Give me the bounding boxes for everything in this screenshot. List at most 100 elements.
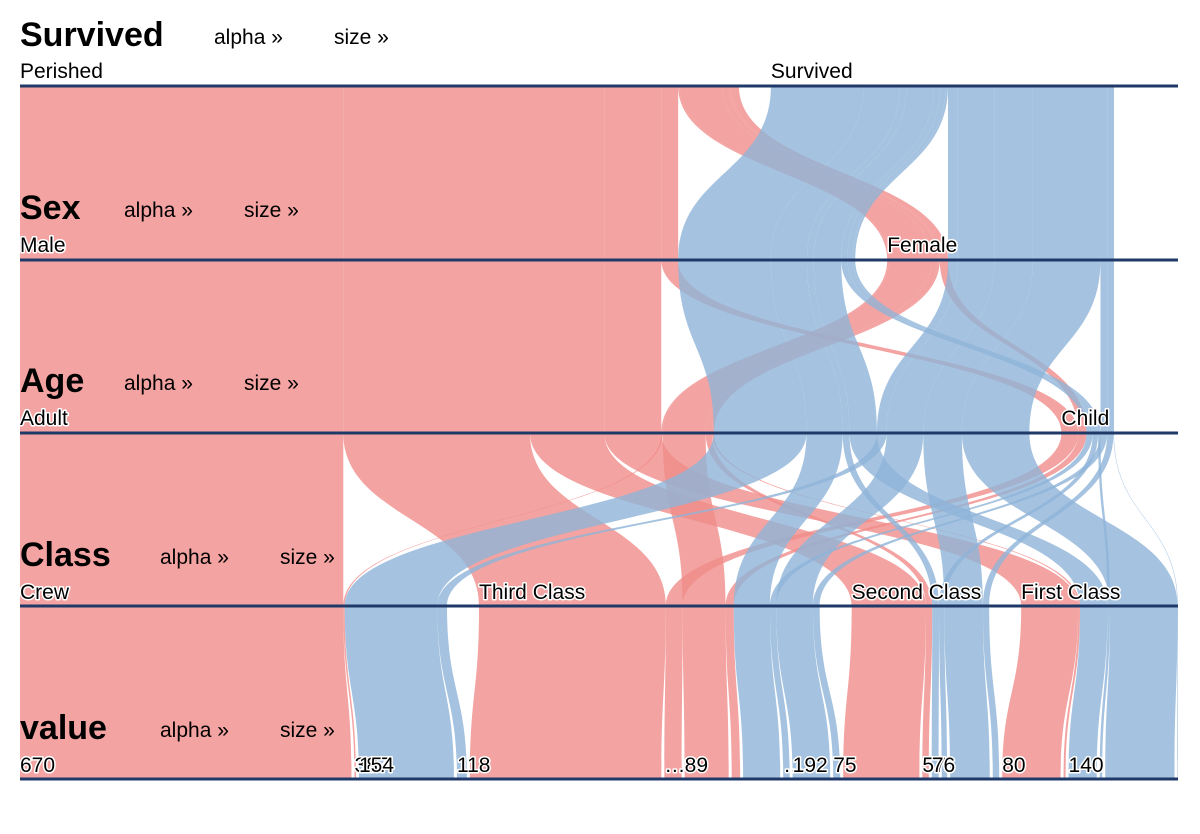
ribbon-survived-female-child-third-class-seg-2[interactable] [812, 433, 1108, 606]
ribbon-survived-male-adult-third-class-seg-2[interactable] [733, 433, 843, 606]
ribbon-perished-female-adult-second-class-seg-2[interactable] [705, 433, 933, 606]
category-label-survived-1[interactable]: Survived [769, 59, 854, 85]
ribbon-perished-female-child-third-class-seg-3[interactable] [725, 606, 741, 779]
ribbon-perished-male-child-third-class-seg-3[interactable] [664, 606, 683, 779]
category-label-value-12[interactable]: 140 [1067, 753, 1105, 779]
category-label-value-6[interactable]: … [782, 753, 806, 779]
category-label-class-0[interactable]: Crew [19, 580, 72, 606]
ribbon-perished-female-adult-third-class-seg-3[interactable] [682, 606, 729, 779]
ribbon-survived-female-adult-crew-seg-1[interactable] [876, 260, 958, 433]
sort-alpha-link-survived[interactable]: alpha » [214, 26, 283, 49]
category-label-value-5[interactable]: 89 [683, 753, 709, 779]
category-label-sex-0[interactable]: Male [19, 233, 68, 259]
dimension-title-survived[interactable]: Survived [20, 16, 164, 54]
ribbon-perished-male-adult-crew-seg-2[interactable] [20, 433, 344, 606]
ribbon-survived-male-child-first-class-seg-0[interactable] [852, 86, 949, 260]
ribbon-survived-male-child-third-class-seg-0[interactable] [841, 86, 941, 260]
ribbon-perished-female-adult-first-class-seg-2[interactable] [711, 433, 1081, 606]
sort-size-link-value[interactable]: size » [280, 719, 335, 742]
ribbon-survived-female-adult-third-class-seg-2[interactable] [776, 433, 924, 606]
sort-alpha-link-age[interactable]: alpha » [124, 372, 193, 395]
ribbon-perished-male-adult-first-class-seg-0[interactable] [604, 86, 662, 260]
ribbon-survived-female-adult-second-class-seg-0[interactable] [994, 86, 1033, 260]
ribbon-survived-male-adult-first-class-seg-1[interactable] [813, 260, 877, 433]
category-label-survived-0[interactable]: Perished [19, 59, 105, 85]
ribbon-survived-male-child-second-class-seg-0[interactable] [847, 86, 946, 260]
category-label-value-11[interactable]: 80 [1001, 753, 1027, 779]
ribbon-survived-male-child-third-class-seg-3[interactable] [769, 606, 790, 779]
dimension-title-class[interactable]: Class [20, 536, 111, 574]
category-label-class-2[interactable]: Second Class [850, 580, 983, 606]
ribbon-perished-male-child-third-class-seg-0[interactable] [661, 86, 679, 260]
ribbon-survived-female-adult-first-class-seg-3[interactable] [1105, 606, 1178, 779]
category-label-class-1[interactable]: Third Class [478, 580, 587, 606]
ribbon-survived-female-adult-second-class-seg-2[interactable] [923, 433, 983, 606]
dimension-title-value[interactable]: value [20, 709, 107, 747]
ribbon-survived-male-adult-third-class-seg-1[interactable] [770, 260, 843, 433]
ribbon-survived-male-child-second-class-seg-2[interactable] [939, 433, 1099, 606]
category-label-value-10[interactable]: 76 [930, 753, 956, 779]
category-label-value-8[interactable]: 75 [832, 753, 858, 779]
ribbon-perished-male-adult-crew-seg-1[interactable] [20, 260, 344, 433]
ribbon-perished-male-adult-second-class-seg-0[interactable] [530, 86, 605, 260]
ribbon-survived-female-adult-third-class-seg-1[interactable] [886, 260, 995, 433]
ribbon-survived-female-adult-first-class-seg-1[interactable] [961, 260, 1101, 433]
ribbon-perished-male-adult-first-class-seg-3[interactable] [1002, 606, 1079, 779]
ribbon-perished-female-adult-crew-seg-2[interactable] [343, 433, 663, 606]
ribbon-survived-female-adult-first-class-seg-0[interactable] [1032, 86, 1101, 260]
ribbon-survived-male-adult-first-class-seg-2[interactable] [849, 433, 1108, 606]
category-label-age-1[interactable]: Child [1060, 406, 1111, 432]
ribbon-survived-female-adult-third-class-seg-0[interactable] [957, 86, 995, 260]
ribbon-perished-male-child-third-class-seg-2[interactable] [665, 433, 1079, 606]
ribbon-survived-male-adult-second-class-seg-3[interactable] [931, 606, 940, 779]
ribbon-survived-female-adult-crew-seg-2[interactable] [437, 433, 887, 606]
ribbon-survived-male-child-first-class-seg-3[interactable] [1099, 606, 1110, 779]
category-label-value-0[interactable]: 670 [19, 753, 57, 779]
sort-size-link-survived[interactable]: size » [334, 26, 389, 49]
ribbon-survived-male-adult-second-class-seg-1[interactable] [806, 260, 850, 433]
sort-size-link-class[interactable]: size » [280, 546, 335, 569]
sort-size-link-age[interactable]: size » [244, 372, 299, 395]
ribbon-survived-female-adult-second-class-seg-1[interactable] [923, 260, 1033, 433]
ribbon-perished-female-adult-crew-seg-3[interactable] [343, 606, 356, 779]
sort-alpha-link-sex[interactable]: alpha » [124, 199, 193, 222]
ribbon-perished-male-adult-crew-seg-0[interactable] [20, 86, 344, 260]
ribbon-perished-male-adult-third-class-seg-3[interactable] [469, 606, 666, 779]
dimension-title-age[interactable]: Age [20, 362, 84, 400]
category-label-value-2[interactable]: 154 [357, 753, 395, 779]
ribbon-perished-female-adult-first-class-seg-3[interactable] [1063, 606, 1081, 779]
ribbon-survived-female-child-second-class-seg-0[interactable] [1107, 86, 1114, 260]
ribbon-survived-female-adult-crew-seg-0[interactable] [948, 86, 958, 260]
ribbon-survived-male-adult-crew-seg-3[interactable] [344, 606, 454, 779]
ribbon-survived-male-child-second-class-seg-3[interactable] [939, 606, 948, 779]
ribbon-survived-female-adult-third-class-seg-3[interactable] [776, 606, 831, 779]
ribbon-perished-male-adult-third-class-seg-1[interactable] [343, 260, 531, 433]
ribbon-survived-female-adult-second-class-seg-3[interactable] [944, 606, 990, 779]
ribbon-survived-male-child-third-class-seg-2[interactable] [769, 433, 1093, 606]
ribbon-survived-male-adult-crew-seg-0[interactable] [678, 86, 864, 260]
ribbon-survived-male-adult-second-class-seg-2[interactable] [842, 433, 940, 606]
category-label-sex-1[interactable]: Female [886, 233, 959, 259]
ribbon-survived-male-adult-crew-seg-2[interactable] [344, 433, 807, 606]
ribbon-survived-female-child-second-class-seg-2[interactable] [982, 433, 1114, 606]
category-label-age-0[interactable]: Adult [19, 406, 70, 432]
ribbon-survived-male-adult-first-class-seg-3[interactable] [1068, 606, 1108, 779]
ribbon-perished-female-child-third-class-seg-2[interactable] [725, 433, 1087, 606]
sort-alpha-link-value[interactable]: alpha » [160, 719, 229, 742]
sort-size-link-sex[interactable]: size » [244, 199, 299, 222]
ribbon-survived-female-child-second-class-seg-1[interactable] [1107, 260, 1114, 433]
ribbon-perished-male-child-third-class-seg-1[interactable] [661, 260, 1079, 433]
ribbon-survived-male-adult-crew-seg-1[interactable] [678, 260, 807, 433]
ribbon-survived-female-child-third-class-seg-3[interactable] [812, 606, 841, 779]
ribbon-survived-female-adult-crew-seg-3[interactable] [437, 606, 467, 779]
ribbon-survived-male-adult-first-class-seg-0[interactable] [813, 86, 935, 260]
ribbon-perished-female-adult-second-class-seg-3[interactable] [922, 606, 933, 779]
ribbon-survived-male-adult-second-class-seg-0[interactable] [806, 86, 907, 260]
ribbon-survived-female-child-second-class-seg-3[interactable] [982, 606, 1000, 779]
sort-alpha-link-class[interactable]: alpha » [160, 546, 229, 569]
ribbon-perished-male-adult-second-class-seg-1[interactable] [530, 260, 605, 433]
category-label-value-9[interactable]: 57 [921, 753, 947, 779]
category-label-value-4[interactable]: … [663, 753, 687, 779]
dimension-title-sex[interactable]: Sex [20, 189, 81, 227]
ribbon-perished-male-adult-crew-seg-3[interactable] [20, 606, 352, 779]
